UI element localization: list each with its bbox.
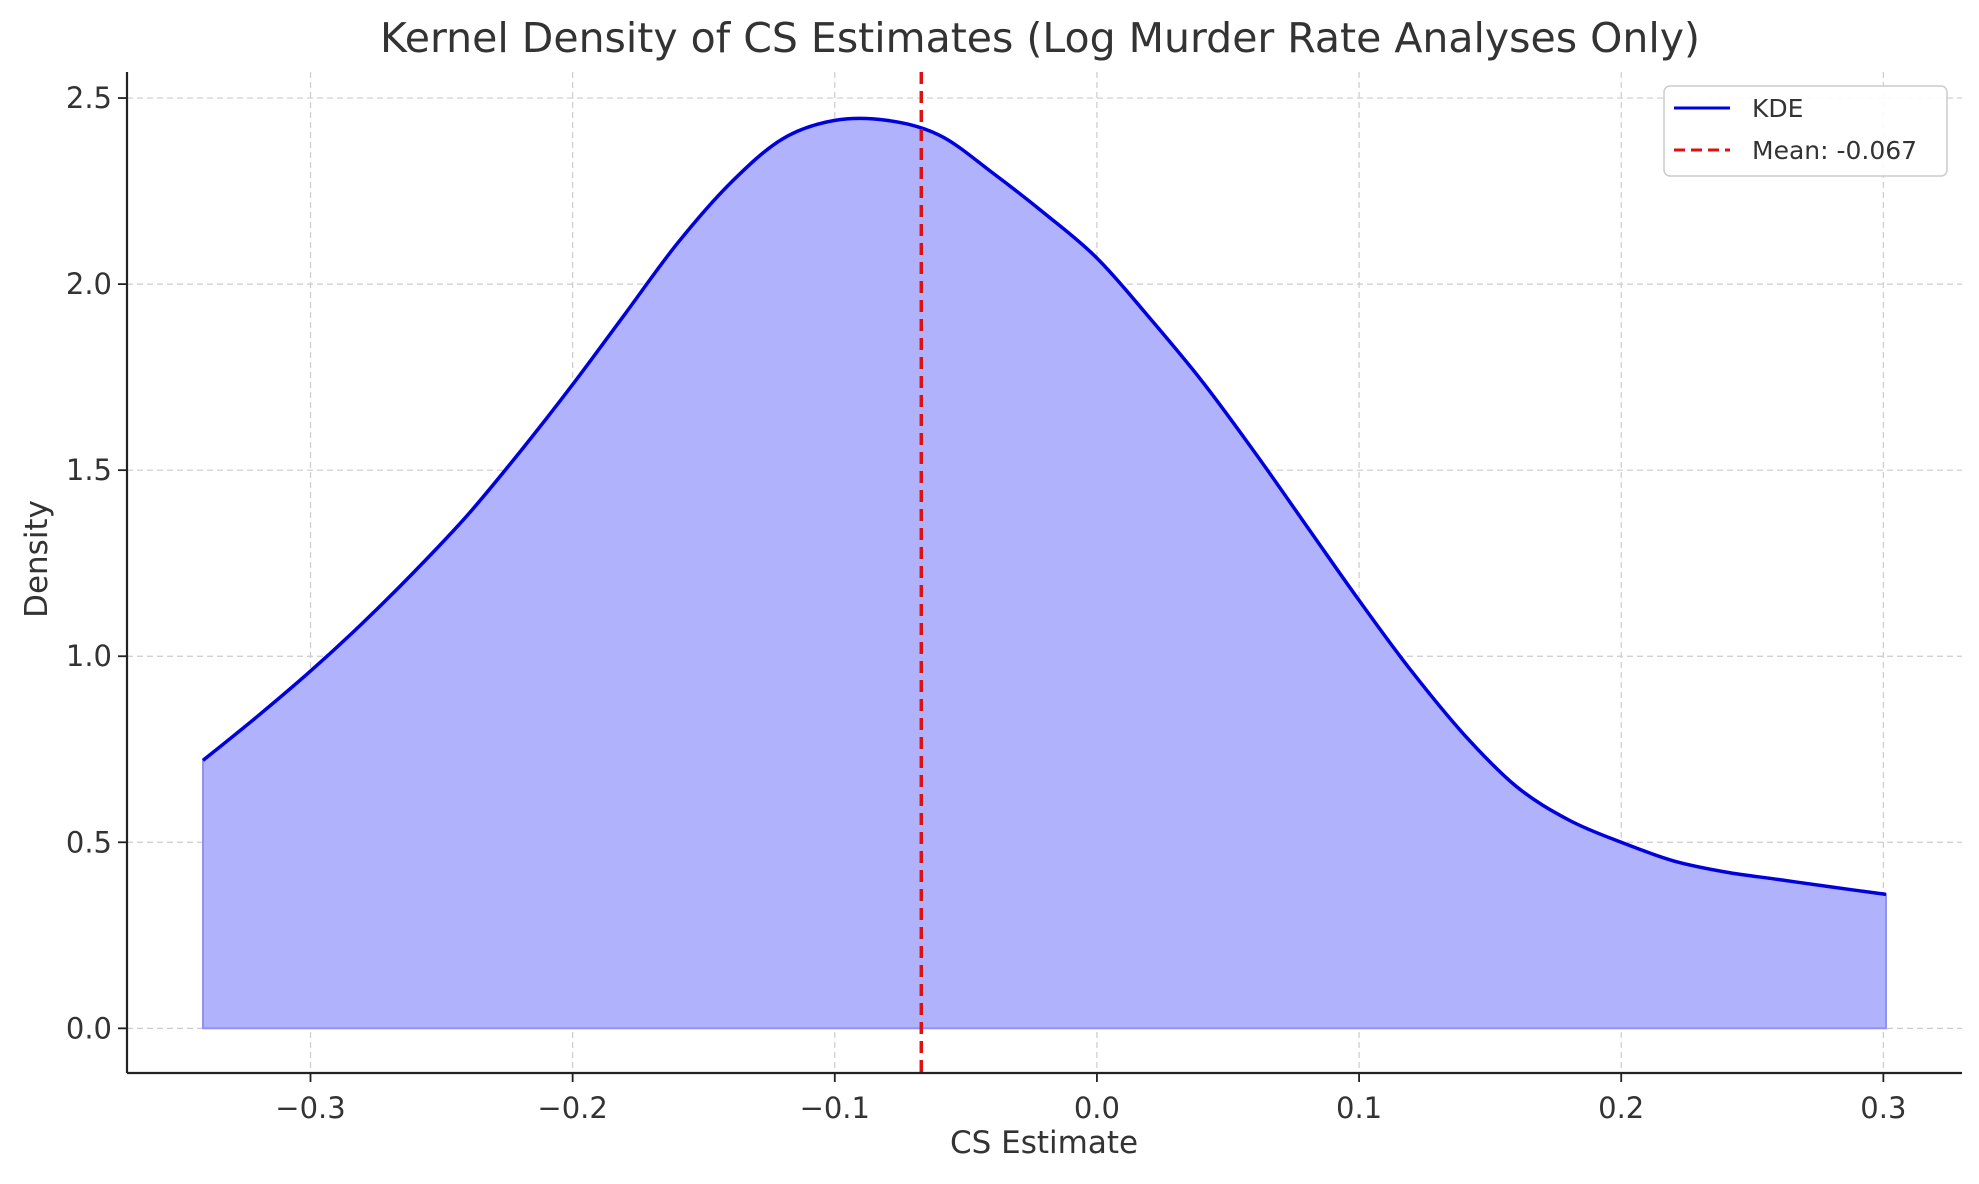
y-tick-label: 0.0 <box>66 1011 112 1045</box>
y-axis-label: Density <box>19 500 55 618</box>
x-tick-label: −0.3 <box>275 1091 345 1125</box>
legend-kde-label: KDE <box>1752 94 1803 123</box>
x-tick-label: 0.1 <box>1336 1091 1382 1125</box>
chart-title: Kernel Density of CS Estimates (Log Murd… <box>380 14 1700 62</box>
y-tick-label: 2.0 <box>66 267 112 301</box>
y-tick-label: 1.5 <box>66 453 112 487</box>
kde-line <box>201 116 1887 897</box>
y-tick-label: 1.0 <box>66 639 112 673</box>
y-tick-label: 0.5 <box>66 825 112 859</box>
legend: KDE Mean: -0.067 <box>1663 85 1948 177</box>
legend-mean-label: Mean: -0.067 <box>1752 136 1917 165</box>
x-tick-label: −0.1 <box>800 1091 870 1125</box>
x-axis-label: CS Estimate <box>950 1125 1138 1161</box>
kde-area-fill <box>202 117 1887 1030</box>
x-tick-label: 0.2 <box>1598 1091 1644 1125</box>
x-tick-label: 0.0 <box>1074 1091 1120 1125</box>
plot-area <box>201 72 1887 1073</box>
axes: −0.3 −0.2 −0.1 0.0 0.1 0.2 0.3 0.0 0.5 1.0 1.5 2.0 2… <box>66 72 1962 1125</box>
y-tick-label: 2.5 <box>66 81 112 115</box>
legend-frame <box>1663 85 1948 177</box>
x-tick-label: 0.3 <box>1860 1091 1906 1125</box>
x-tick-label: −0.2 <box>537 1091 607 1125</box>
